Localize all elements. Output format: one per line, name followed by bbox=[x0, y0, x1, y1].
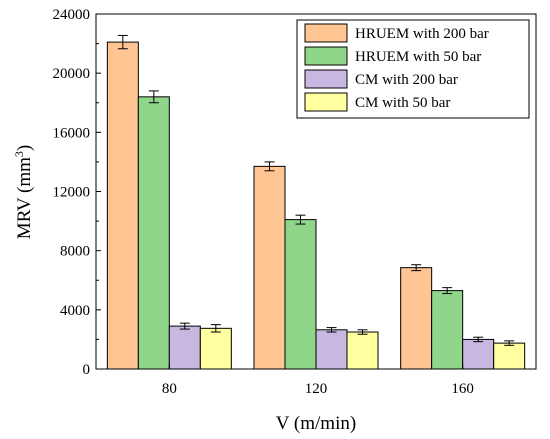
y-tick-label: 4000 bbox=[60, 303, 90, 319]
bar-3-120 bbox=[315, 329, 348, 370]
bar-1-120 bbox=[253, 165, 286, 370]
y-tick-label: 12000 bbox=[53, 185, 91, 201]
bar-1-80 bbox=[106, 41, 139, 370]
legend-swatch-2 bbox=[304, 46, 348, 66]
legend-swatch-1 bbox=[304, 23, 348, 43]
x-axis: 80 120 160 bbox=[162, 364, 474, 397]
x-tick-label: 120 bbox=[305, 381, 328, 397]
bar-2-80 bbox=[137, 96, 170, 370]
legend-label-4: CM with 50 bar bbox=[355, 95, 450, 111]
y-tick-label: 8000 bbox=[60, 244, 90, 260]
legend-label-2: HRUEM with 50 bar bbox=[355, 49, 481, 65]
x-tick-label: 80 bbox=[162, 381, 177, 397]
bar-3-160 bbox=[462, 338, 495, 370]
bar-4-80 bbox=[199, 327, 232, 370]
x-axis-title: V (m/min) bbox=[276, 413, 356, 434]
bar-2-160 bbox=[431, 290, 464, 370]
y-tick-label: 20000 bbox=[53, 66, 91, 82]
y-axis: 0 4000 8000 12000 16000 20000 24000 bbox=[53, 7, 101, 378]
legend-swatch-3 bbox=[304, 69, 348, 89]
bar-4-120 bbox=[346, 331, 379, 370]
y-tick-label: 0 bbox=[83, 362, 91, 378]
legend-label-1: HRUEM with 200 bar bbox=[355, 26, 489, 42]
bars-layer bbox=[106, 34, 526, 370]
y-tick-label: 24000 bbox=[53, 7, 91, 23]
bar-2-120 bbox=[284, 219, 317, 370]
legend-label-3: CM with 200 bar bbox=[355, 72, 458, 88]
bar-3-80 bbox=[168, 325, 201, 370]
x-tick-label: 160 bbox=[451, 381, 474, 397]
legend: HRUEM with 200 bar HRUEM with 50 bar CM wi… bbox=[296, 19, 530, 119]
y-axis-title: MRV (mm3) bbox=[12, 145, 35, 239]
y-tick-label: 16000 bbox=[53, 125, 91, 141]
bar-4-160 bbox=[493, 342, 526, 370]
legend-swatch-4 bbox=[304, 92, 348, 112]
bar-1-160 bbox=[400, 267, 433, 370]
